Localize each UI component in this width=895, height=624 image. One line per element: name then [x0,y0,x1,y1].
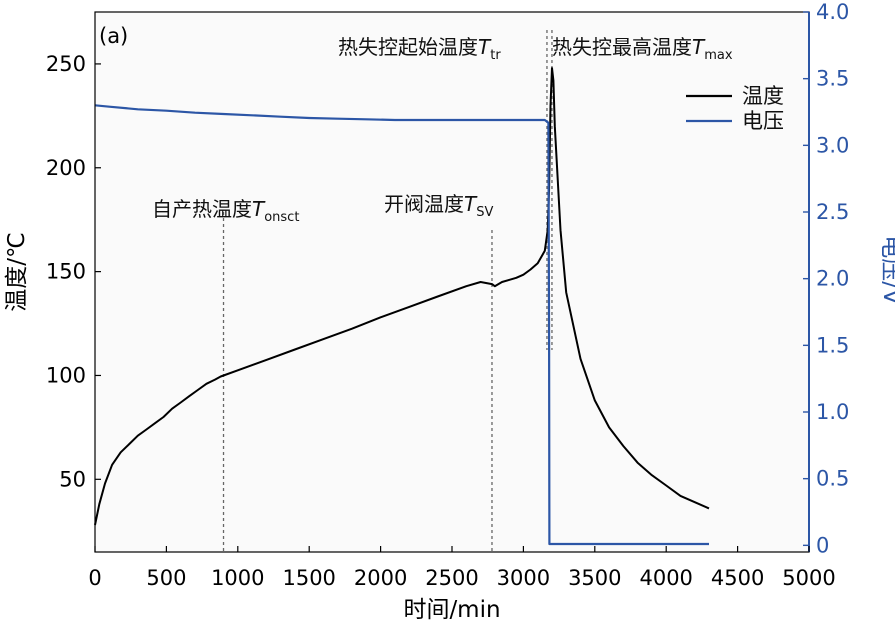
left-axis-ticks: 50 100 150 200 250 [46,52,101,491]
annotation-label: 热失控起始温度Ttr [338,35,501,63]
right-axis-ticks: 0 0.5 1.0 1.5 2.0 2.5 3.0 3.5 4.0 [803,0,849,557]
right-y-tick-label: 3.5 [816,67,849,91]
left-axis-title: 温度/℃ [4,232,30,312]
annotation-lines [222,30,553,552]
x-tick-label: 1000 [211,566,264,590]
legend-box [676,80,798,140]
annotation-symbol: T [692,35,706,59]
right-y-tick-label: 3.0 [816,133,849,157]
temperature-series-line [94,67,710,526]
panel-label: (a) [99,24,128,48]
annotation-subscript: SV [476,205,493,220]
left-y-tick-label: 150 [46,260,86,284]
series-layer [94,67,710,546]
x-tick-label: 3500 [568,566,621,590]
annotation-text: 热失控最高温度 [552,35,692,59]
right-axis-title: 电压/V [878,235,895,305]
left-y-tick-label: 50 [59,467,86,491]
left-y-tick-label: 250 [46,52,86,76]
voltage-series-line [94,104,709,546]
annotation-symbol: T [478,35,492,59]
x-tick-label: 3000 [497,566,550,590]
legend-label: 温度 [742,84,784,108]
left-y-tick-label: 100 [46,363,86,387]
x-tick-label: 2000 [354,566,407,590]
annotation-text: 自产热温度 [152,197,252,221]
annotation-text: 开阀温度 [384,192,464,216]
annotation-text: 热失控起始温度 [338,35,478,59]
right-y-tick-label: 1.0 [816,400,849,424]
right-y-tick-label: 1.5 [816,333,849,357]
x-axis-title: 时间/min [403,597,500,623]
x-tick-label: 4500 [711,566,764,590]
annotation-subscript: max [704,48,733,63]
x-tick-label: 1500 [282,566,335,590]
x-tick-label: 0 [88,566,101,590]
right-y-tick-label: 4.0 [816,0,849,24]
annotation-label: 热失控最高温度Tmax [552,35,733,63]
annotation-label: 开阀温度TSV [384,192,493,220]
annotation-label: 自产热温度Tonsct [152,197,299,225]
x-tick-label: 500 [146,566,186,590]
x-tick-label: 2500 [425,566,478,590]
left-y-tick-label: 200 [46,156,86,180]
right-y-tick-label: 2.5 [816,200,849,224]
annotation-symbol: T [464,192,478,216]
right-y-tick-label: 0 [816,533,829,557]
x-tick-label: 4000 [639,566,692,590]
x-tick-label: 5000 [782,566,835,590]
annotation-subscript: onsct [264,210,299,225]
annotation-symbol: T [252,197,266,221]
right-y-tick-label: 2.0 [816,267,849,291]
annotation-subscript: tr [490,48,501,63]
x-axis-ticks: 0 500 1000 1500 2000 2500 3000 3500 4000 4500 5000 [88,546,836,590]
right-y-tick-label: 0.5 [816,467,849,491]
legend-label: 电压 [742,109,784,133]
